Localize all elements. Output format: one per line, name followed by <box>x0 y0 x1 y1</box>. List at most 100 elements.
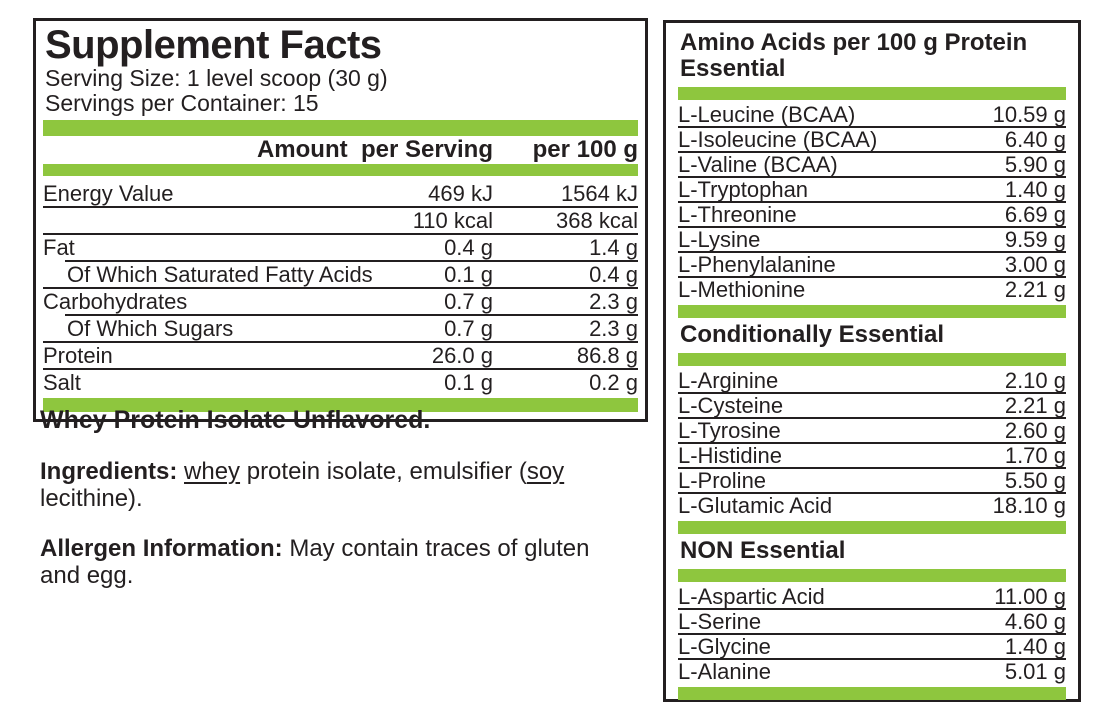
per-100g-header: per 100 g <box>532 136 638 163</box>
amount-per-serving-value: 469 kJ <box>428 180 493 206</box>
amino-name: L-Tyrosine <box>678 417 781 443</box>
row-separator-rule <box>678 126 1066 128</box>
nutrition-row: Fat 0.4 g 1.4 g <box>43 235 638 260</box>
nutrition-table: Energy Value 469 kJ 1564 kJ 110 kcal 368 kca… <box>43 181 638 395</box>
amino-row: L-Methionine 2.21 g <box>678 277 1066 302</box>
allergen-label: Allergen Information: <box>40 535 283 562</box>
amino-title-line2: Essential <box>680 55 786 82</box>
row-separator-rule <box>43 233 638 235</box>
amino-row: L-Arginine 2.10 g <box>678 367 1066 393</box>
amino-section-header: NON Essential <box>680 537 846 564</box>
serving-size-text: Serving Size: 1 level scoop (30 g) <box>45 65 388 91</box>
amino-value: 5.01 g <box>1004 658 1066 684</box>
amino-value: 6.69 g <box>1004 201 1066 227</box>
servings-per-container-text: Servings per Container: 15 <box>45 90 319 116</box>
amino-value: 18.10 g <box>992 492 1066 518</box>
green-divider-bar <box>43 164 638 176</box>
row-separator-rule <box>43 287 638 289</box>
green-divider-bar <box>43 120 638 136</box>
row-separator-rule <box>678 633 1066 635</box>
amino-row: L-Valine (BCAA) 5.90 g <box>678 152 1066 177</box>
amino-value: 9.59 g <box>1004 226 1066 252</box>
ingredients-label: Ingredients: <box>40 458 178 485</box>
amino-name: L-Alanine <box>678 658 771 684</box>
row-separator-rule <box>65 260 638 262</box>
nutrient-label: Salt <box>43 369 81 395</box>
nutrition-row: Carbohydrates 0.7 g 2.3 g <box>43 289 638 314</box>
product-name: Whey Protein Isolate Unflavored. <box>40 406 431 434</box>
amount-per-100g-value: 0.4 g <box>589 261 638 287</box>
amino-name: L-Glutamic Acid <box>678 492 833 518</box>
nutrition-row: Energy Value 469 kJ 1564 kJ <box>43 181 638 206</box>
row-separator-rule <box>678 417 1066 419</box>
row-separator-rule <box>678 658 1066 660</box>
amino-name: L-Threonine <box>678 201 797 227</box>
amino-row: L-Serine 4.60 g <box>678 608 1066 634</box>
amino-row: L-Alanine 5.01 g <box>678 658 1066 684</box>
amino-name: L-Aspartic Acid <box>678 583 825 609</box>
ingredients-segment: protein isolate, emulsifier ( <box>240 458 527 485</box>
amount-per-100g-value: 368 kcal <box>556 207 638 233</box>
green-divider-bar <box>678 687 1066 700</box>
amino-name: L-Cysteine <box>678 392 784 418</box>
amino-name: L-Glycine <box>678 633 771 659</box>
underlined-allergen-word: soy <box>526 458 565 485</box>
amino-name: L-Lysine <box>678 226 761 252</box>
nutrition-column-headers: Amount per Serving per 100 g <box>43 136 638 164</box>
amino-value: 1.40 g <box>1004 176 1066 202</box>
nutrient-label: Fat <box>43 234 75 260</box>
green-divider-bar <box>678 353 1066 366</box>
allergen-paragraph: Allergen Information: May contain traces… <box>40 535 596 589</box>
amount-per-serving-value: 0.1 g <box>444 369 493 395</box>
row-separator-rule <box>65 314 638 316</box>
ingredients-text: whey protein isolate, emulsifier (soy le… <box>40 458 564 512</box>
amino-row: L-Lysine 9.59 g <box>678 226 1066 252</box>
green-divider-bar <box>678 569 1066 582</box>
green-divider-bar <box>678 521 1066 534</box>
amino-row: L-Cysteine 2.21 g <box>678 392 1066 418</box>
amino-value: 4.60 g <box>1004 608 1066 634</box>
amount-per-serving-value: 26.0 g <box>431 342 493 368</box>
nutrition-row: Salt 0.1 g 0.2 g <box>43 370 638 395</box>
amino-value: 3.00 g <box>1004 251 1066 277</box>
amount-per-100g-value: 86.8 g <box>576 342 638 368</box>
row-separator-rule <box>678 442 1066 444</box>
amino-value: 6.40 g <box>1004 126 1066 152</box>
amino-value: 5.50 g <box>1004 467 1066 493</box>
amino-row: L-Leucine (BCAA) 10.59 g <box>678 101 1066 127</box>
amount-per-100g-value: 1564 kJ <box>560 180 638 206</box>
row-separator-rule <box>678 226 1066 228</box>
amount-per-serving-header: Amount per Serving <box>256 136 493 163</box>
amount-per-serving-value: 0.4 g <box>444 234 493 260</box>
amino-row: L-Isoleucine (BCAA) 6.40 g <box>678 126 1066 152</box>
row-separator-rule <box>43 368 638 370</box>
row-separator-rule <box>678 492 1066 494</box>
amino-row: L-Tryptophan 1.40 g <box>678 176 1066 202</box>
nutrient-label: Of Which Saturated Fatty Acids <box>67 261 373 287</box>
amino-acids-title: Amino Acids per 100 g Protein Essential <box>680 30 1066 82</box>
amino-name: L-Proline <box>678 467 767 493</box>
amino-row: L-Proline 5.50 g <box>678 467 1066 493</box>
amino-acids-sections: L-Leucine (BCAA) 10.59 g L-Isoleucine (BCA… <box>678 87 1066 700</box>
row-separator-rule <box>678 608 1066 610</box>
row-separator-rule <box>678 251 1066 253</box>
row-separator-rule <box>678 392 1066 394</box>
green-divider-bar <box>43 398 638 412</box>
amino-row: L-Histidine 1.70 g <box>678 443 1066 468</box>
amount-per-serving-value: 0.7 g <box>444 288 493 314</box>
ingredients-paragraph: Ingredients: whey protein isolate, emuls… <box>40 458 652 512</box>
amount-per-serving-value: 110 kcal <box>412 207 493 233</box>
nutrient-label: Of Which Sugars <box>67 315 234 341</box>
supplement-facts-panel: Supplement Facts Serving Size: 1 level s… <box>33 18 648 422</box>
nutrient-label: Protein <box>43 342 113 368</box>
amino-name: L-Leucine (BCAA) <box>678 101 856 127</box>
amount-per-serving-value: 0.7 g <box>444 315 493 341</box>
amino-value: 2.10 g <box>1004 367 1066 393</box>
amount-per-100g-value: 2.3 g <box>589 315 638 341</box>
amino-row: L-Aspartic Acid 11.00 g <box>678 583 1066 609</box>
amino-acids-panel: Amino Acids per 100 g Protein Essential L… <box>663 20 1081 702</box>
amino-value: 11.00 g <box>994 583 1066 609</box>
nutrient-label: Carbohydrates <box>43 288 188 314</box>
amount-per-100g-value: 2.3 g <box>589 288 638 314</box>
green-divider-bar <box>678 305 1066 318</box>
